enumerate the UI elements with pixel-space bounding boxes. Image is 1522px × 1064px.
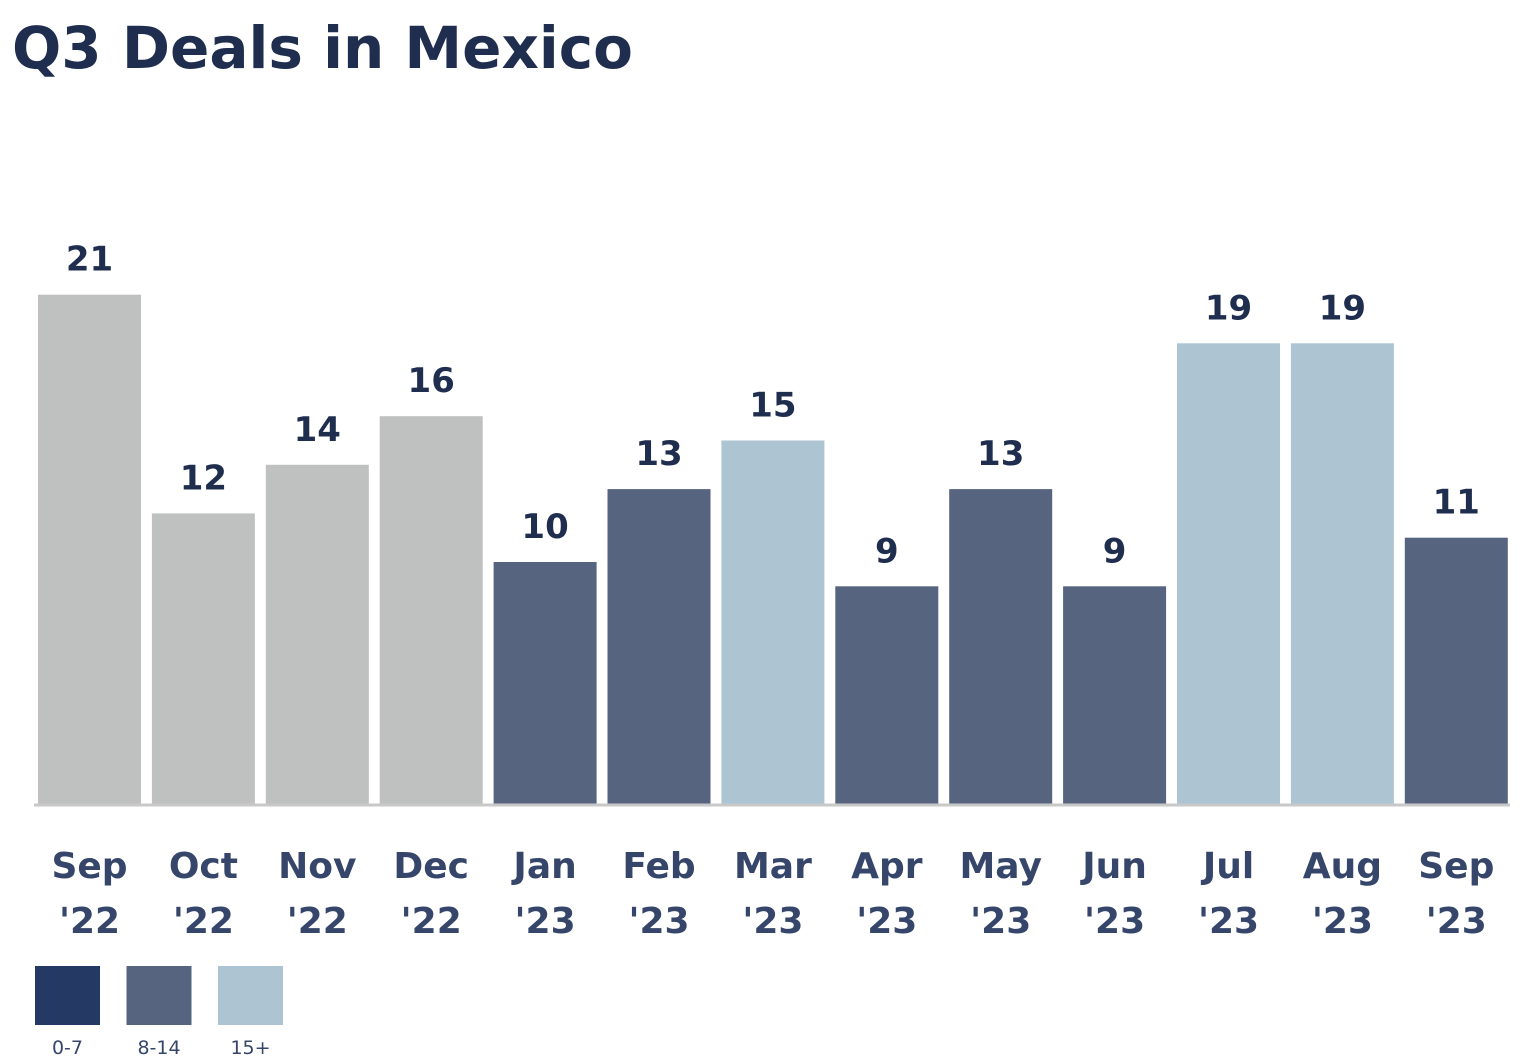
legend-label: 0-7: [52, 1037, 83, 1059]
x-tick-label-year: '22: [401, 901, 462, 942]
bar-value-label: 9: [875, 531, 899, 571]
x-tick-label-month: Jun: [1079, 846, 1147, 887]
x-tick-label-year: '23: [1312, 901, 1373, 942]
bar-value-label: 10: [521, 507, 568, 547]
bar-value-label: 21: [66, 240, 113, 280]
bar-value-label: 9: [1103, 531, 1127, 571]
chart-title: Q3 Deals in Mexico: [12, 14, 634, 82]
category-labels-group: Sep '22 Oct '22 Nov '22 Dec '22 Jan '23 Feb '23 Mar '…: [51, 846, 1494, 942]
legend-swatch: [126, 966, 192, 1025]
legend-swatch: [35, 966, 100, 1025]
x-tick-label-month: Nov: [278, 846, 356, 887]
bar-aug-23: [1290, 343, 1394, 805]
bar-value-label: 19: [1319, 288, 1366, 328]
x-tick-label-month: Dec: [393, 846, 469, 887]
bar-value-label: 12: [180, 458, 227, 498]
bar-value-label: 14: [294, 410, 341, 450]
x-tick-label-month: May: [959, 846, 1041, 887]
bar-dec-22: [379, 416, 483, 805]
bar-value-label: 11: [1433, 483, 1480, 523]
bar-nov-22: [265, 464, 369, 805]
x-tick-label-year: '22: [287, 901, 348, 942]
bar-feb-23: [607, 489, 711, 805]
x-tick-label-month: Mar: [734, 846, 812, 887]
x-tick-label-month: Jul: [1200, 846, 1254, 887]
x-tick-label-year: '22: [173, 901, 234, 942]
bar-value-label: 19: [1205, 288, 1252, 328]
x-tick-label-year: '23: [1198, 901, 1259, 942]
bar-value-label: 16: [408, 361, 455, 401]
x-tick-label-month: Sep: [1418, 846, 1494, 887]
bar-sep-23: [1404, 537, 1508, 805]
bar-jan-23: [493, 562, 597, 805]
bars-group: [38, 294, 1508, 805]
bar-jun-23: [1063, 586, 1167, 805]
x-tick-label-month: Sep: [51, 846, 127, 887]
bar-jul-23: [1177, 343, 1280, 805]
legend-swatch: [218, 966, 283, 1025]
x-tick-label-month: Oct: [169, 846, 238, 887]
x-tick-label-year: '23: [628, 901, 689, 942]
x-tick-label-month: Jan: [510, 846, 576, 887]
bar-sep-22: [38, 294, 141, 805]
legend-label: 8-14: [137, 1037, 180, 1059]
x-tick-label-year: '23: [1084, 901, 1145, 942]
legend-label: 15+: [230, 1037, 270, 1059]
x-tick-label-year: '23: [970, 901, 1031, 942]
x-tick-label-year: '23: [856, 901, 917, 942]
bar-mar-23: [721, 440, 825, 805]
bar-oct-22: [151, 513, 255, 805]
x-tick-label-month: Feb: [622, 846, 695, 887]
x-tick-label-month: Apr: [851, 846, 923, 887]
bar-value-label: 13: [635, 434, 682, 474]
bar-may-23: [949, 489, 1053, 805]
x-tick-label-year: '23: [742, 901, 803, 942]
legend: 0-7 8-14 15+: [35, 966, 283, 1059]
bar-apr-23: [835, 586, 939, 805]
x-tick-label-month: Aug: [1303, 846, 1382, 887]
x-tick-label-year: '22: [59, 901, 120, 942]
bar-value-label: 15: [749, 386, 796, 426]
value-labels-group: 21 12 14 16 10 13 15 9 13 9 19 19 11: [66, 240, 1480, 572]
x-tick-label-year: '23: [1426, 901, 1487, 942]
x-tick-label-year: '23: [515, 901, 576, 942]
bar-value-label: 13: [977, 434, 1024, 474]
